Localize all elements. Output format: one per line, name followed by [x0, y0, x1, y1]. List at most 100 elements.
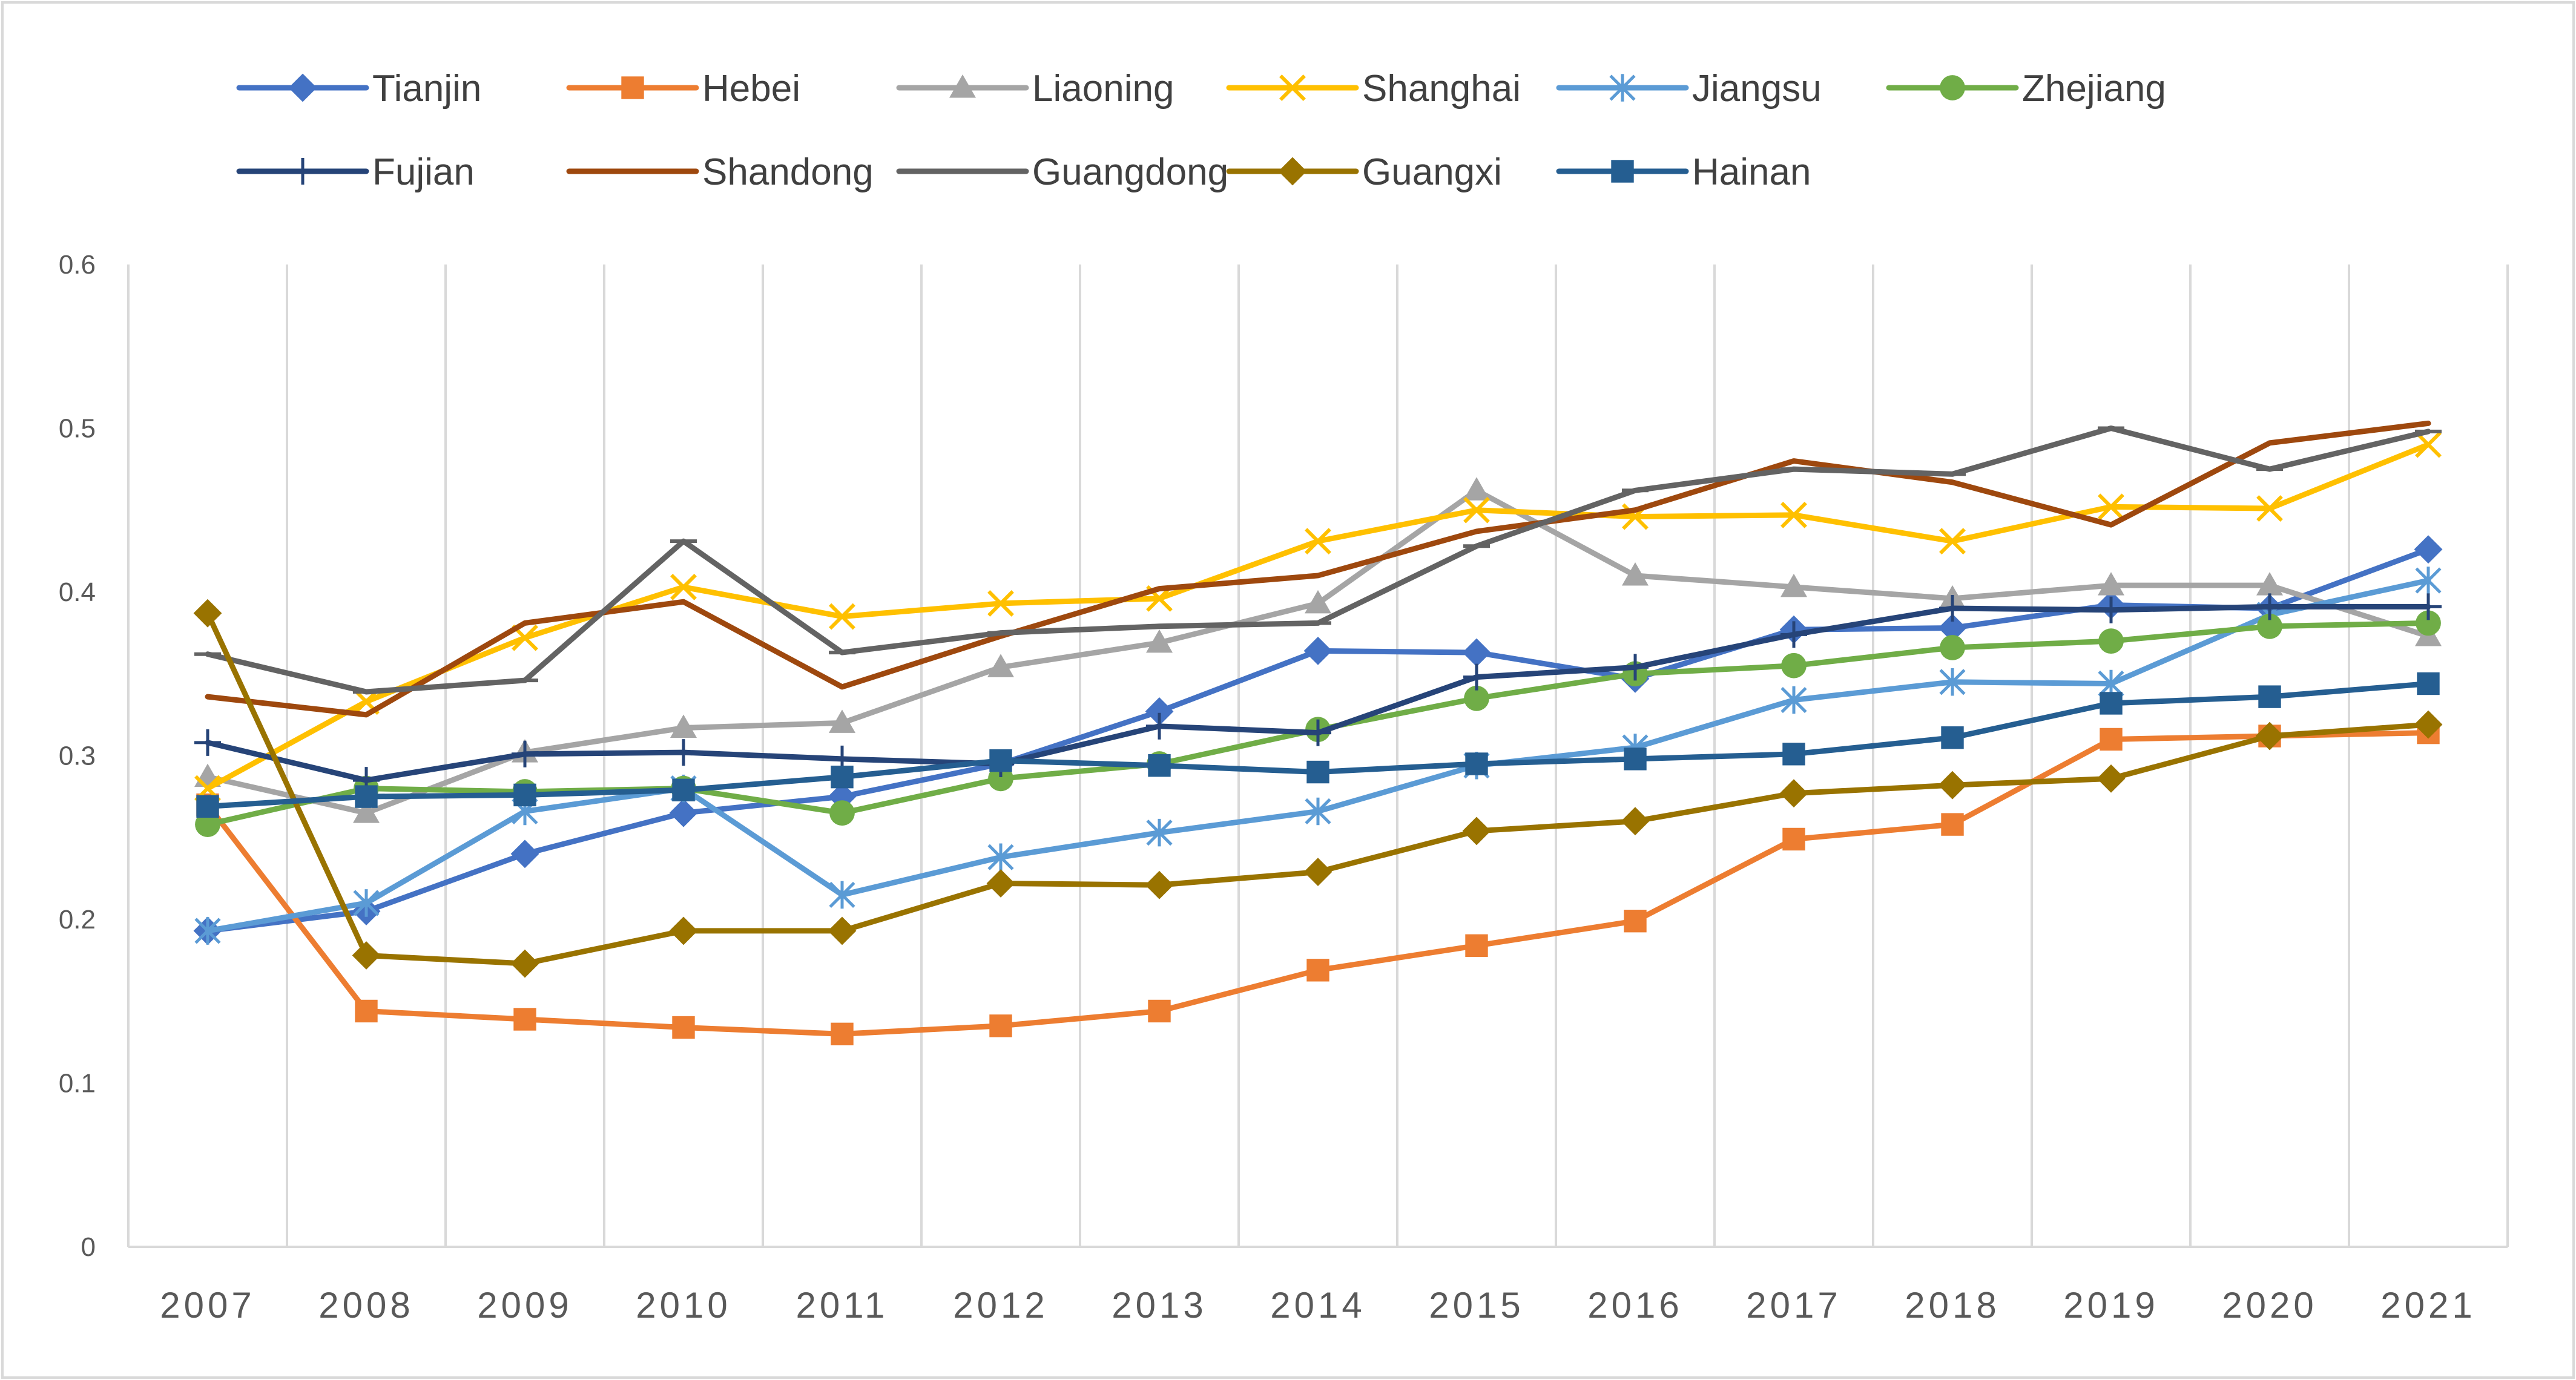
data-point	[987, 654, 1014, 677]
marker-stroke	[1279, 74, 1306, 101]
data-point	[672, 778, 695, 802]
data-point	[195, 812, 220, 838]
data-point	[2415, 567, 2442, 594]
data-point	[1303, 858, 1332, 886]
marker-stroke	[1305, 528, 1331, 555]
data-point	[1780, 686, 1807, 714]
data-point	[1780, 573, 1807, 597]
x-tick-label: 2021	[2380, 1285, 2476, 1326]
legend-label: Fujian	[372, 151, 475, 193]
data-point	[986, 869, 1015, 898]
data-point	[1145, 870, 1174, 899]
data-point	[193, 599, 222, 628]
data-point	[1941, 726, 1964, 749]
data-point	[1780, 621, 1807, 648]
x-tick-label: 2010	[636, 1285, 731, 1326]
legend-item-tianjin: Tianjin	[236, 68, 481, 110]
data-point	[1609, 74, 1636, 102]
data-point	[1463, 496, 1490, 524]
data-point	[1782, 743, 1805, 766]
data-point	[828, 916, 857, 945]
data-point	[352, 941, 381, 970]
data-point	[2097, 764, 2126, 793]
data-point	[1624, 910, 1647, 933]
data-point	[1465, 934, 1488, 957]
data-point	[355, 999, 378, 1023]
data-point	[2100, 728, 2123, 751]
data-point	[989, 749, 1012, 772]
x-tick-label: 2020	[2222, 1285, 2317, 1326]
data-point	[2417, 672, 2440, 695]
series-shandong	[205, 420, 2431, 718]
data-point	[1939, 668, 1966, 696]
y-tick-label: 0.6	[59, 250, 96, 280]
data-point	[987, 590, 1014, 617]
data-point	[1306, 959, 1329, 982]
x-tick-label: 2008	[318, 1285, 413, 1326]
legend-item-jiangsu: Jiangsu	[1556, 68, 1822, 110]
y-tick-label: 0.5	[59, 414, 96, 444]
series-line	[205, 420, 2431, 718]
legend-label: Hainan	[1692, 151, 1811, 193]
legend-item-shandong: Shandong	[566, 151, 874, 193]
data-point	[1622, 562, 1649, 586]
legend-label: Hebei	[702, 68, 800, 110]
y-tick-label: 0	[81, 1232, 96, 1262]
data-point	[288, 73, 317, 102]
data-point	[2257, 613, 2282, 639]
data-point	[1305, 797, 1331, 826]
x-tick-label: 2013	[1112, 1285, 1207, 1326]
data-point	[2098, 628, 2124, 654]
data-point	[2100, 692, 2123, 715]
data-point	[1146, 629, 1173, 653]
data-point	[1611, 160, 1634, 183]
data-point	[1305, 528, 1331, 555]
legend-label: Tianjin	[372, 68, 481, 110]
legend-label: Zhejiang	[2022, 68, 2166, 110]
x-tick-label: 2016	[1587, 1285, 1682, 1326]
data-point	[1938, 770, 1967, 800]
series-group	[193, 420, 2443, 1046]
marker-stroke	[987, 590, 1014, 617]
legend-label: Guangxi	[1362, 151, 1502, 193]
data-point	[621, 76, 644, 99]
x-tick-label: 2019	[2063, 1285, 2158, 1326]
data-point	[829, 800, 855, 826]
data-point	[196, 795, 219, 818]
data-point	[513, 1008, 536, 1031]
data-point	[829, 603, 855, 630]
data-point	[1624, 748, 1647, 770]
data-point	[2258, 685, 2281, 708]
series-shanghai	[194, 431, 2442, 802]
data-point	[1781, 652, 1807, 678]
data-point	[510, 949, 539, 978]
data-point	[670, 714, 697, 738]
data-point	[1779, 779, 1808, 808]
series-guangxi	[193, 599, 2443, 978]
data-point	[1278, 157, 1307, 186]
data-point	[2414, 710, 2443, 739]
data-point	[949, 74, 976, 98]
data-point	[1464, 685, 1489, 711]
data-point	[1622, 654, 1649, 681]
data-point	[1279, 74, 1306, 101]
data-point	[1940, 75, 1965, 100]
data-point	[2416, 610, 2441, 636]
data-point	[989, 1014, 1012, 1037]
x-tick-label: 2012	[953, 1285, 1048, 1326]
legend-item-fujian: Fujian	[236, 151, 475, 193]
legend-item-zhejiang: Zhejiang	[1886, 68, 2166, 110]
data-point	[1146, 712, 1173, 740]
data-point	[670, 739, 697, 766]
data-point	[1305, 719, 1331, 746]
legend-item-hebei: Hebei	[566, 68, 800, 110]
data-point	[2098, 572, 2124, 596]
legend-item-hainan: Hainan	[1556, 151, 1811, 193]
marker-stroke	[2415, 431, 2442, 458]
data-point	[1463, 663, 1490, 691]
axes: 0 0.1 0.2 0.3 0.4 0.5 0.6 2007 2008 2009 2010 2011 2…	[59, 250, 2508, 1326]
legend-label: Shanghai	[1362, 68, 1521, 110]
data-point	[1148, 999, 1171, 1023]
legend-label: Jiangsu	[1692, 68, 1822, 110]
data-point	[1465, 752, 1488, 775]
